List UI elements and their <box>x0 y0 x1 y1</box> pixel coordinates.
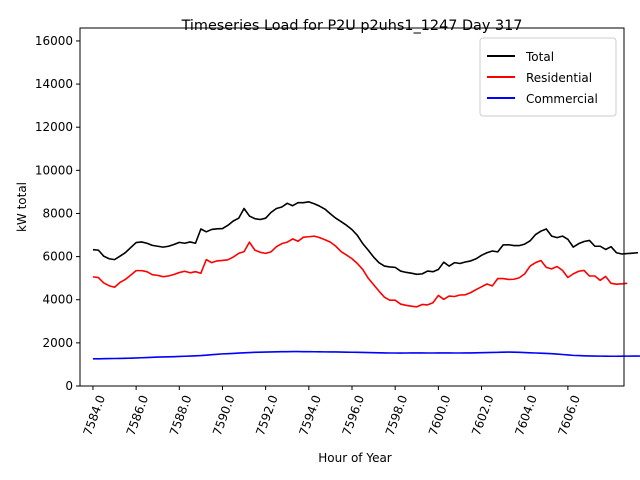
legend-label-residential: Residential <box>526 71 592 85</box>
legend: Total Residential Commercial <box>479 37 617 117</box>
y-tick-label: 16000 <box>35 34 73 48</box>
y-tick-label: 4000 <box>42 293 73 307</box>
legend-box <box>479 37 617 117</box>
series-line-residential <box>92 235 628 308</box>
series-layer <box>92 201 640 360</box>
y-axis-label: kW total <box>15 182 29 232</box>
y-tick-label: 14000 <box>35 77 73 91</box>
series-line-commercial <box>92 350 640 360</box>
legend-label-total: Total <box>525 50 554 64</box>
series-line-total <box>92 201 639 276</box>
y-tick-label: 0 <box>65 379 73 393</box>
y-tick-label: 8000 <box>42 206 73 220</box>
legend-label-commercial: Commercial <box>526 92 598 106</box>
y-tick-label: 2000 <box>42 336 73 350</box>
y-tick-label: 10000 <box>35 163 73 177</box>
chart-title: Timeseries Load for P2U p2uhs1_1247 Day … <box>181 18 523 34</box>
y-axis-ticks: 0 2000 4000 6000 8000 10000 12000 14000 16000 <box>35 34 80 393</box>
x-axis-label: Hour of Year <box>318 451 392 465</box>
y-tick-label: 12000 <box>35 120 73 134</box>
y-tick-label: 6000 <box>42 250 73 264</box>
